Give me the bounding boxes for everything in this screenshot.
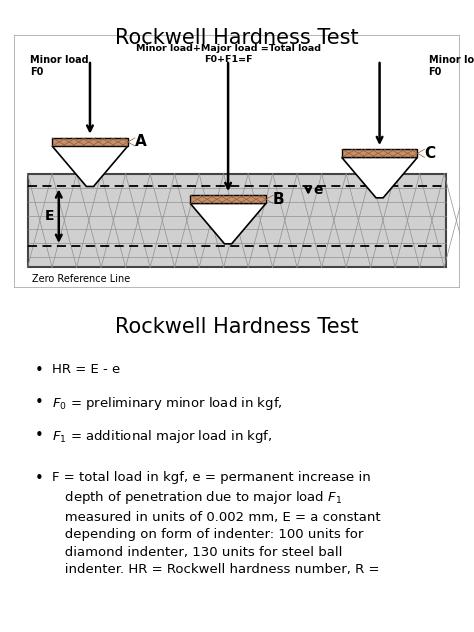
Text: Zero Reference Line: Zero Reference Line: [32, 274, 130, 284]
Text: F = total load in kgf, e = permanent increase in
   depth of penetration due to : F = total load in kgf, e = permanent inc…: [52, 471, 381, 576]
Text: A: A: [135, 135, 146, 149]
Polygon shape: [342, 157, 418, 198]
Text: Minor load+Major load =Total load
F0+F1=F: Minor load+Major load =Total load F0+F1=…: [136, 44, 320, 64]
Bar: [52, 138, 128, 146]
Polygon shape: [52, 146, 128, 186]
Bar: [190, 195, 266, 204]
Bar: [27, 174, 447, 267]
Text: B: B: [273, 192, 284, 207]
Text: $F_0$ = preliminary minor load in kgf,: $F_0$ = preliminary minor load in kgf,: [52, 396, 283, 412]
Text: •: •: [34, 471, 43, 486]
Text: Minor load
F0: Minor load F0: [30, 55, 89, 77]
Text: •: •: [34, 428, 43, 443]
Bar: [342, 149, 418, 157]
Text: E: E: [45, 209, 55, 223]
Text: HR = E - e: HR = E - e: [52, 363, 120, 375]
Text: •: •: [34, 363, 43, 377]
Text: e: e: [314, 183, 323, 197]
Text: Minor load
F0: Minor load F0: [428, 55, 474, 77]
Text: Rockwell Hardness Test: Rockwell Hardness Test: [115, 317, 359, 336]
Text: •: •: [34, 396, 43, 410]
Text: C: C: [424, 146, 435, 161]
Text: Rockwell Hardness Test: Rockwell Hardness Test: [115, 28, 359, 49]
Text: $F_1$ = additional major load in kgf,: $F_1$ = additional major load in kgf,: [52, 428, 273, 445]
Polygon shape: [190, 204, 266, 244]
